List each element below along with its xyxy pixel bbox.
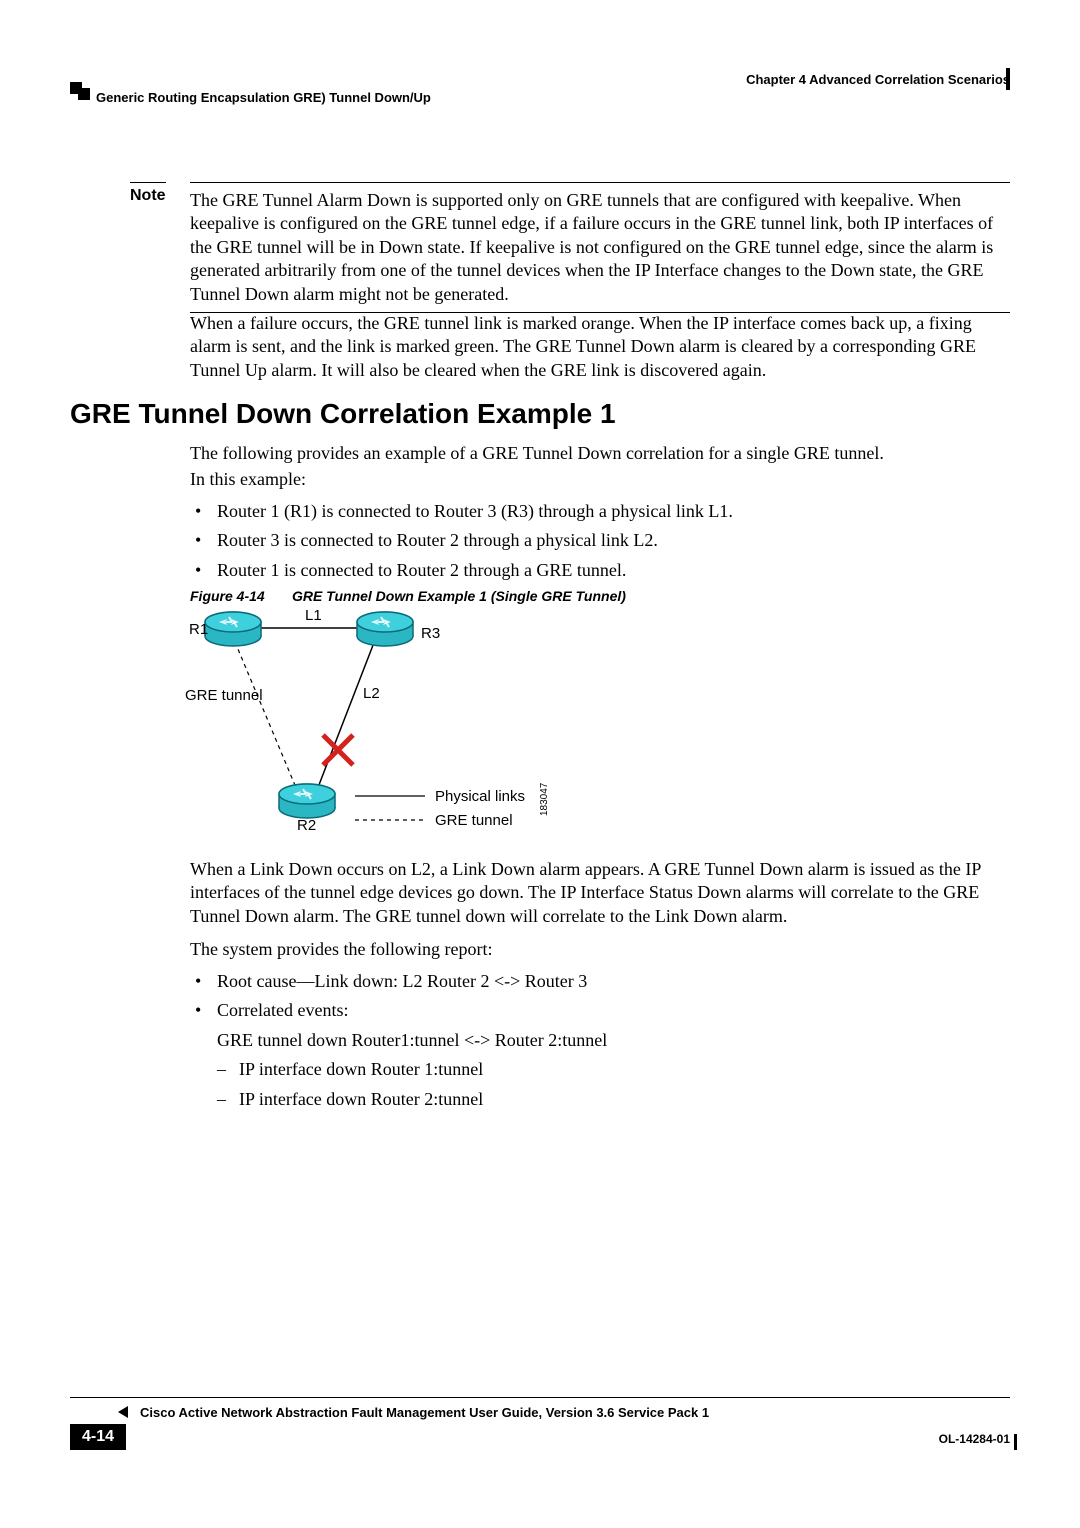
doc-id-rule: [1014, 1434, 1017, 1450]
paragraph: When a failure occurs, the GRE tunnel li…: [190, 312, 1010, 382]
list-item: IP interface down Router 1:tunnel: [239, 1058, 483, 1081]
footer-decor: [118, 1406, 128, 1418]
footer-title: Cisco Active Network Abstraction Fault M…: [140, 1405, 709, 1420]
list-item: Router 3 is connected to Router 2 throug…: [217, 529, 658, 552]
label-l2: L2: [363, 685, 380, 702]
note-block: Note The GRE Tunnel Alarm Down is suppor…: [130, 182, 1010, 313]
paragraph: When a Link Down occurs on L2, a Link Do…: [190, 858, 1010, 928]
label-gre: GRE tunnel: [185, 687, 263, 704]
figure-id: 183047: [539, 782, 550, 816]
footer-rule: [70, 1397, 1010, 1398]
list-item: IP interface down Router 2:tunnel: [239, 1088, 483, 1111]
paragraph: The system provides the following report…: [190, 938, 1010, 961]
paragraph: In this example:: [190, 468, 1010, 491]
list-item: GRE tunnel down Router1:tunnel <-> Route…: [217, 1029, 607, 1052]
heading-gre-example: GRE Tunnel Down Correlation Example 1: [70, 398, 616, 430]
figure-diagram: R1 L1 R3 L2 GRE tunnel R2 Physical links…: [185, 600, 705, 845]
label-r1: R1: [189, 621, 208, 638]
bullet-list: •Router 1 (R1) is connected to Router 3 …: [195, 494, 1010, 582]
label-r3: R3: [421, 625, 440, 642]
legend-physical: Physical links: [435, 788, 525, 805]
doc-id: OL-14284-01: [939, 1432, 1010, 1446]
label-l1: L1: [305, 607, 322, 624]
page: Chapter 4 Advanced Correlation Scenarios…: [0, 0, 1080, 1528]
label-r2: R2: [297, 817, 316, 834]
page-number: 4-14: [70, 1424, 126, 1450]
list-item: Router 1 is connected to Router 2 throug…: [217, 559, 626, 582]
legend-gre: GRE tunnel: [435, 812, 513, 829]
bullet-list: •Root cause—Link down: L2 Router 2 <-> R…: [195, 964, 1010, 1111]
note-label: Note: [130, 187, 190, 205]
paragraph: The following provides an example of a G…: [190, 442, 1010, 465]
note-body: The GRE Tunnel Alarm Down is supported o…: [190, 189, 1010, 306]
header-chapter: Chapter 4 Advanced Correlation Scenarios: [746, 72, 1010, 87]
list-item: Correlated events:: [217, 999, 348, 1022]
header-section: Generic Routing Encapsulation GRE) Tunne…: [96, 90, 431, 105]
header-decor: [78, 88, 90, 100]
list-item: Root cause—Link down: L2 Router 2 <-> Ro…: [217, 970, 587, 993]
list-item: Router 1 (R1) is connected to Router 3 (…: [217, 500, 733, 523]
